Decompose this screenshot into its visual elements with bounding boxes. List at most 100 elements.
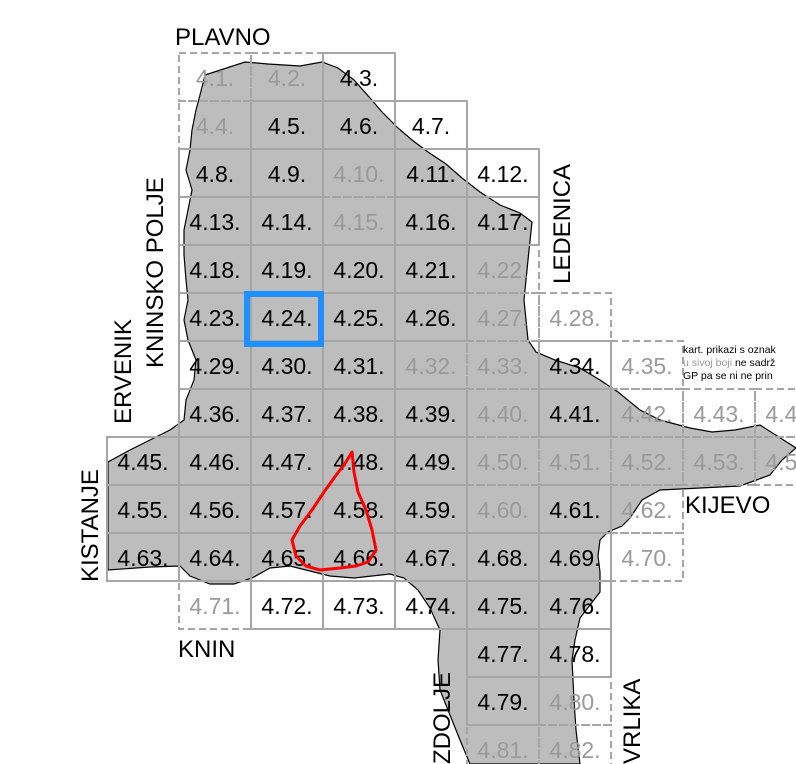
sheet-label[interactable]: 4.36. (189, 401, 240, 427)
sheet-label[interactable]: 4.26. (405, 305, 456, 331)
sheet-label[interactable]: 4.79. (477, 689, 528, 715)
sheet-label[interactable]: 4.19. (261, 257, 312, 283)
sheet-label[interactable]: 4.78. (549, 641, 600, 667)
place-label-kninsko-polje: KNINSKO POLJE (142, 177, 169, 368)
sheet-label[interactable]: 4.46. (189, 449, 240, 475)
place-label-kistanje: KISTANJE (77, 469, 104, 582)
sheet-label[interactable]: 4.18. (189, 257, 240, 283)
sheet-label[interactable]: 4.11. (406, 161, 455, 187)
sheet-label[interactable]: 4.47. (261, 449, 312, 475)
sheet-label[interactable]: 4.52. (621, 449, 672, 475)
place-label-ervenik: ERVENIK (110, 319, 137, 424)
sheet-label[interactable]: 4.51. (549, 449, 600, 475)
selected-sheet-highlight (244, 291, 324, 347)
sheet-label[interactable]: 4.72. (261, 593, 312, 619)
sheet-cell[interactable] (538, 724, 612, 764)
sheet-label[interactable]: 4.68. (477, 545, 528, 571)
sheet-label[interactable]: 4.42. (621, 401, 672, 427)
sheet-label[interactable]: 4.33. (477, 353, 528, 379)
sheet-label[interactable]: 4.53. (693, 449, 744, 475)
sheet-label[interactable]: 4.67. (405, 545, 456, 571)
sheet-label[interactable]: 4.54. (765, 449, 796, 475)
sheet-label[interactable]: 4.59. (405, 497, 456, 523)
sheet-label[interactable]: 4.3. (340, 65, 378, 91)
sheet-label[interactable]: 4.45. (117, 449, 168, 475)
sheet-label[interactable]: 4.69. (549, 545, 600, 571)
sheet-label[interactable]: 4.5. (268, 113, 306, 139)
sheet-label[interactable]: 4.21. (405, 257, 456, 283)
sheet-label[interactable]: 4.48. (333, 449, 384, 475)
sheet-label[interactable]: 4.80. (549, 689, 600, 715)
sheet-label[interactable]: 4.34. (549, 353, 600, 379)
sheet-cell[interactable] (610, 532, 684, 582)
sheet-label[interactable]: 4.4. (196, 113, 234, 139)
sheet-label[interactable]: 4.71. (189, 593, 240, 619)
sheet-cell[interactable] (466, 724, 540, 764)
sheet-label[interactable]: 4.30. (261, 353, 312, 379)
sheet-label[interactable]: 4.49. (405, 449, 456, 475)
sheet-label[interactable]: 4.65. (261, 545, 312, 571)
sheet-label[interactable]: 4.41. (549, 401, 600, 427)
sheet-label[interactable]: 4.25. (333, 305, 384, 331)
sheet-label[interactable]: 4.24. (261, 305, 312, 331)
sheet-cell[interactable] (178, 580, 252, 630)
sheet-label[interactable]: 4.74. (405, 593, 456, 619)
sheet-cell[interactable] (682, 436, 756, 486)
sheet-label[interactable]: 4.64. (189, 545, 240, 571)
sheet-label[interactable]: 4.81. (477, 737, 528, 763)
sheet-label[interactable]: 4.60. (477, 497, 528, 523)
sheet-label[interactable]: 4.20. (333, 257, 384, 283)
sheet-label[interactable]: 4.17. (477, 209, 528, 235)
sheet-cell[interactable] (754, 436, 796, 486)
sheet-label[interactable]: 4.55. (117, 497, 168, 523)
sheet-label[interactable]: 4.13. (189, 209, 240, 235)
sheet-label[interactable]: 4.62. (621, 497, 672, 523)
place-label-plavno: PLAVNO (175, 24, 271, 51)
sheet-label[interactable]: 4.23. (189, 305, 240, 331)
sheet-label[interactable]: 4.14. (261, 209, 312, 235)
sheet-label[interactable]: 4.40. (477, 401, 528, 427)
sheet-label[interactable]: 4.61. (549, 497, 600, 523)
sheet-label[interactable]: 4.77. (477, 641, 528, 667)
sheet-label[interactable]: 4.2. (268, 65, 306, 91)
sheet-label[interactable]: 4.16. (405, 209, 456, 235)
sheet-label[interactable]: 4.31. (333, 353, 384, 379)
sheet-grid: 4.1. 4.2. 4.3. 4.4. 4.5. 4.6. 4.7. 4.8. 4.9. 4.10… (106, 52, 796, 764)
sheet-label[interactable]: 4.27. (477, 305, 528, 331)
sheet-label[interactable]: 4.38. (333, 401, 384, 427)
place-label-vrlika: VRLIKA (619, 679, 646, 764)
sheet-label[interactable]: 4.37. (261, 401, 312, 427)
sheet-label[interactable]: 4.1. (196, 65, 234, 91)
sheet-label[interactable]: 4.70. (621, 545, 672, 571)
sheet-label[interactable]: 4.28. (549, 305, 600, 331)
sheet-label[interactable]: 4.44. (765, 401, 796, 427)
sheet-label[interactable]: 4.82. (549, 737, 600, 763)
sheet-label[interactable]: 4.39. (405, 401, 456, 427)
sheet-label[interactable]: 4.32. (405, 353, 456, 379)
sheet-label[interactable]: 4.76. (549, 593, 600, 619)
sheet-label[interactable]: 4.7. (412, 113, 450, 139)
sheet-label[interactable]: 4.10. (333, 161, 384, 187)
sheet-label[interactable]: 4.15. (333, 209, 384, 235)
zone-outline (290, 450, 378, 572)
sheet-label[interactable]: 4.9. (268, 161, 306, 187)
sheet-label[interactable]: 4.63. (117, 545, 168, 571)
sheet-label[interactable]: 4.12. (477, 161, 528, 187)
place-label-ledenica: LEDENICA (549, 164, 576, 284)
sheet-label[interactable]: 4.29. (189, 353, 240, 379)
note-grey-part: u sivoj boji (683, 357, 732, 369)
sheet-label[interactable]: 4.75. (477, 593, 528, 619)
note-black-part: ne sadrž (732, 357, 775, 369)
sheet-label[interactable]: 4.8. (196, 161, 234, 187)
sheet-label[interactable]: 4.73. (333, 593, 384, 619)
sheet-label[interactable]: 4.35. (621, 353, 672, 379)
note-line-2: u sivoj boji ne sadrž (683, 357, 775, 369)
sheet-label[interactable]: 4.6. (340, 113, 378, 139)
municipality-territory (107, 61, 796, 764)
sheet-label[interactable]: 4.56. (189, 497, 240, 523)
place-label-zdolje: ZDOLJE (429, 672, 456, 764)
sheet-label[interactable]: 4.58. (333, 497, 384, 523)
sheet-label[interactable]: 4.22. (477, 257, 528, 283)
sheet-label[interactable]: 4.43. (693, 401, 744, 427)
sheet-label[interactable]: 4.50. (477, 449, 528, 475)
